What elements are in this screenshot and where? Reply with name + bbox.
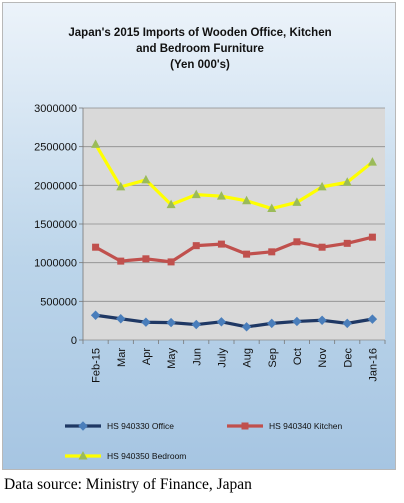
data-point	[216, 317, 227, 327]
data-point	[342, 177, 352, 186]
legend-label: HS 940350 Bedroom	[107, 451, 186, 461]
data-point	[318, 243, 326, 251]
data-point	[342, 318, 352, 329]
legend-marker	[78, 451, 88, 460]
series-1	[92, 233, 376, 266]
series-line	[95, 313, 373, 329]
series-line	[94, 235, 373, 264]
data-point	[117, 257, 125, 265]
data-point	[243, 250, 251, 258]
x-tick-label: Aug	[242, 348, 254, 368]
data-point	[91, 139, 101, 148]
x-tick-label: May	[166, 348, 178, 369]
data-point	[268, 248, 276, 256]
data-point	[292, 197, 302, 206]
data-point	[317, 181, 327, 191]
legend-entry-2: HS 940350 Bedroom	[65, 451, 186, 461]
data-source-note: Data source: Ministry of Finance, Japan	[4, 476, 252, 493]
y-tick-label: 3000000	[34, 103, 77, 115]
legend-entry-1: HS 940340 Kitchen	[227, 421, 343, 431]
series-lines	[90, 139, 378, 332]
x-tick-label: Nov	[317, 348, 329, 368]
data-point	[166, 317, 176, 328]
data-point	[216, 191, 226, 200]
data-point	[116, 181, 126, 191]
data-point	[192, 242, 200, 250]
data-point	[116, 314, 126, 324]
y-tick-label: 0	[71, 335, 77, 347]
data-point	[191, 319, 201, 330]
data-point	[292, 316, 302, 327]
y-axis: 0 500000 1000000 1500000 2000000 2500000 30000…	[34, 103, 84, 347]
x-tick-label: Sep	[267, 348, 279, 368]
line-chart: Japan's 2015 Imports of Wooden Office, K…	[34, 27, 386, 461]
y-tick-label: 500000	[40, 296, 77, 308]
x-axis: Feb-15 Mar Apr May Jun July Aug Sep Oct Nov Dec Jan…	[82, 340, 386, 383]
data-point	[142, 255, 150, 263]
data-point	[141, 174, 151, 184]
data-point	[367, 157, 377, 166]
chart-title-line-2: and Bedroom Furniture	[136, 43, 264, 55]
x-tick-label: Jan-16	[367, 348, 379, 382]
data-point	[267, 318, 277, 329]
x-tick-label: Jun	[191, 348, 203, 366]
legend-label: HS 940330 Office	[107, 421, 174, 431]
data-point	[267, 203, 277, 213]
series-2	[91, 139, 377, 213]
x-tick-label: Feb-15	[91, 348, 103, 383]
series-line	[94, 143, 374, 211]
y-tick-label: 1000000	[34, 258, 77, 270]
data-point	[166, 199, 176, 209]
data-point	[367, 314, 378, 324]
x-tick-label: Apr	[141, 348, 153, 365]
legend-label: HS 940340 Kitchen	[269, 421, 343, 431]
chart-title: Japan's 2015 Imports of Wooden Office, K…	[68, 27, 331, 71]
data-point	[191, 189, 201, 199]
data-point	[343, 239, 351, 247]
series-0	[90, 310, 378, 332]
x-tick-label: July	[216, 348, 228, 368]
chart-title-line-1: Japan's 2015 Imports of Wooden Office, K…	[68, 27, 331, 39]
data-point	[92, 243, 100, 251]
x-tick-label: Oct	[292, 348, 304, 365]
legend-marker	[241, 422, 249, 430]
x-tick-label: Mar	[116, 348, 128, 367]
legend-entry-0: HS 940330 Office	[65, 421, 174, 431]
y-tick-label: 2500000	[34, 142, 77, 154]
data-point	[293, 238, 301, 246]
chart-frame: Japan's 2015 Imports of Wooden Office, K…	[2, 2, 396, 470]
y-tick-label: 2000000	[34, 180, 77, 192]
data-point	[141, 317, 151, 327]
legend: HS 940330 Office HS 940340 Kitchen HS 9403…	[65, 421, 343, 461]
legend-marker	[78, 421, 88, 431]
data-point	[242, 195, 252, 205]
data-point	[241, 322, 252, 332]
data-point	[167, 258, 175, 266]
data-point	[368, 233, 376, 241]
y-tick-label: 1500000	[34, 219, 77, 231]
data-point	[317, 315, 327, 325]
chart-title-line-3: (Yen 000's)	[170, 59, 230, 71]
x-tick-label: Dec	[342, 348, 354, 368]
data-point	[217, 240, 225, 248]
data-point	[90, 310, 101, 320]
